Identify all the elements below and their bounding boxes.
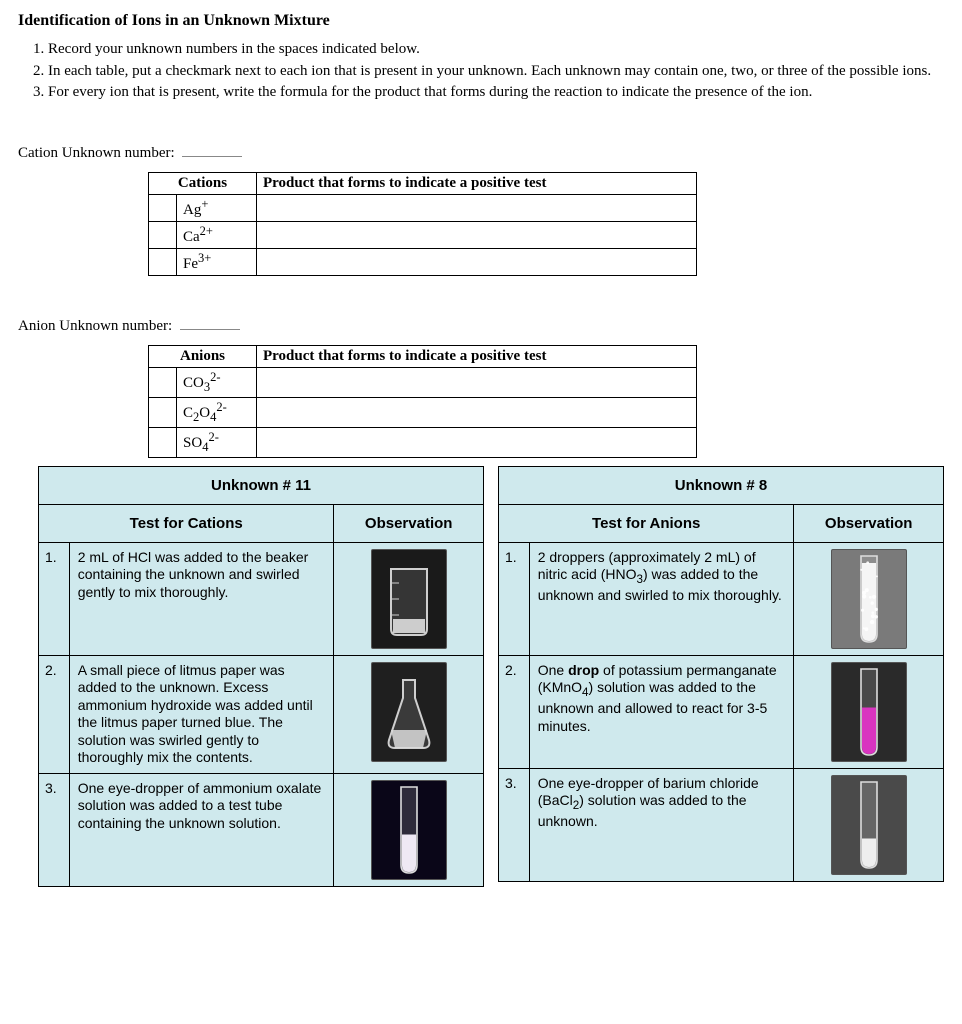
product-cell[interactable] <box>257 221 697 248</box>
anion-section-label: Anion Unknown number: <box>18 316 944 335</box>
check-cell[interactable] <box>149 427 177 457</box>
test-header: Test for Cations <box>39 504 334 542</box>
product-cell[interactable] <box>257 427 697 457</box>
instruction-item: Record your unknown numbers in the space… <box>48 40 944 60</box>
ion-cell: C2O42- <box>177 397 257 427</box>
observation-header: Observation <box>334 504 484 542</box>
observation-image <box>831 775 907 875</box>
experiment-row: 2. A small piece of litmus paper was add… <box>39 655 484 773</box>
ion-cell: Ca2+ <box>177 221 257 248</box>
step-number: 3. <box>499 768 530 881</box>
observation-cell <box>334 655 484 773</box>
observation-image <box>371 662 447 762</box>
cation-label-text: Cation Unknown number: <box>18 145 175 161</box>
table-row: Fe3+ <box>149 248 697 275</box>
instruction-item: For every ion that is present, write the… <box>48 83 944 103</box>
step-text: 2 droppers (approximately 2 mL) of nitri… <box>529 542 794 655</box>
table-row: CO32- <box>149 367 697 397</box>
step-text: One drop of potassium permanganate (KMnO… <box>529 655 794 768</box>
observation-cell <box>794 655 944 768</box>
observation-image <box>831 549 907 649</box>
anion-experiment-panel: Unknown # 8 Test for Anions Observation … <box>498 466 944 887</box>
product-cell[interactable] <box>257 194 697 221</box>
ion-cell: SO42- <box>177 427 257 457</box>
check-cell[interactable] <box>149 194 177 221</box>
step-text: A small piece of litmus paper was added … <box>69 655 334 773</box>
cation-number-blank[interactable] <box>182 143 242 157</box>
product-cell[interactable] <box>257 367 697 397</box>
step-text: One eye-dropper of ammonium oxalate solu… <box>69 773 334 886</box>
table-row: Ca2+ <box>149 221 697 248</box>
observation-header: Observation <box>794 504 944 542</box>
step-number: 1. <box>39 542 70 655</box>
cation-table: Cations Product that forms to indicate a… <box>148 172 697 276</box>
test-header: Test for Anions <box>499 504 794 542</box>
check-cell[interactable] <box>149 367 177 397</box>
observation-cell <box>794 768 944 881</box>
step-number: 3. <box>39 773 70 886</box>
ion-cell: CO32- <box>177 367 257 397</box>
experiment-row: 1. 2 droppers (approximately 2 mL) of ni… <box>499 542 944 655</box>
anion-number-blank[interactable] <box>180 316 240 330</box>
observation-image <box>371 780 447 880</box>
instruction-item: In each table, put a checkmark next to e… <box>48 62 944 82</box>
cation-header-ions: Cations <box>149 172 257 194</box>
panel-title: Unknown # 11 <box>39 466 484 504</box>
table-row: SO42- <box>149 427 697 457</box>
page-title: Identification of Ions in an Unknown Mix… <box>18 12 944 30</box>
ion-cell: Fe3+ <box>177 248 257 275</box>
cation-section-label: Cation Unknown number: <box>18 143 944 162</box>
step-number: 2. <box>39 655 70 773</box>
table-row: Ag+ <box>149 194 697 221</box>
experiment-row: 2. One drop of potassium permanganate (K… <box>499 655 944 768</box>
table-row: C2O42- <box>149 397 697 427</box>
check-cell[interactable] <box>149 221 177 248</box>
instructions-list: Record your unknown numbers in the space… <box>48 40 944 103</box>
check-cell[interactable] <box>149 397 177 427</box>
check-cell[interactable] <box>149 248 177 275</box>
cation-experiment-panel: Unknown # 11 Test for Cations Observatio… <box>38 466 484 887</box>
step-number: 2. <box>499 655 530 768</box>
anion-header-product: Product that forms to indicate a positiv… <box>257 345 697 367</box>
observation-cell <box>334 542 484 655</box>
anion-header-ions: Anions <box>149 345 257 367</box>
step-number: 1. <box>499 542 530 655</box>
anion-label-text: Anion Unknown number: <box>18 318 172 334</box>
experiment-row: 1. 2 mL of HCl was added to the beaker c… <box>39 542 484 655</box>
step-text: One eye-dropper of barium chloride (BaCl… <box>529 768 794 881</box>
product-cell[interactable] <box>257 397 697 427</box>
product-cell[interactable] <box>257 248 697 275</box>
experiment-row: 3. One eye-dropper of ammonium oxalate s… <box>39 773 484 886</box>
observation-cell <box>334 773 484 886</box>
observation-image <box>371 549 447 649</box>
cation-header-product: Product that forms to indicate a positiv… <box>257 172 697 194</box>
observation-cell <box>794 542 944 655</box>
anion-table: Anions Product that forms to indicate a … <box>148 345 697 458</box>
observation-image <box>831 662 907 762</box>
ion-cell: Ag+ <box>177 194 257 221</box>
panel-title: Unknown # 8 <box>499 466 944 504</box>
step-text: 2 mL of HCl was added to the beaker cont… <box>69 542 334 655</box>
experiment-row: 3. One eye-dropper of barium chloride (B… <box>499 768 944 881</box>
